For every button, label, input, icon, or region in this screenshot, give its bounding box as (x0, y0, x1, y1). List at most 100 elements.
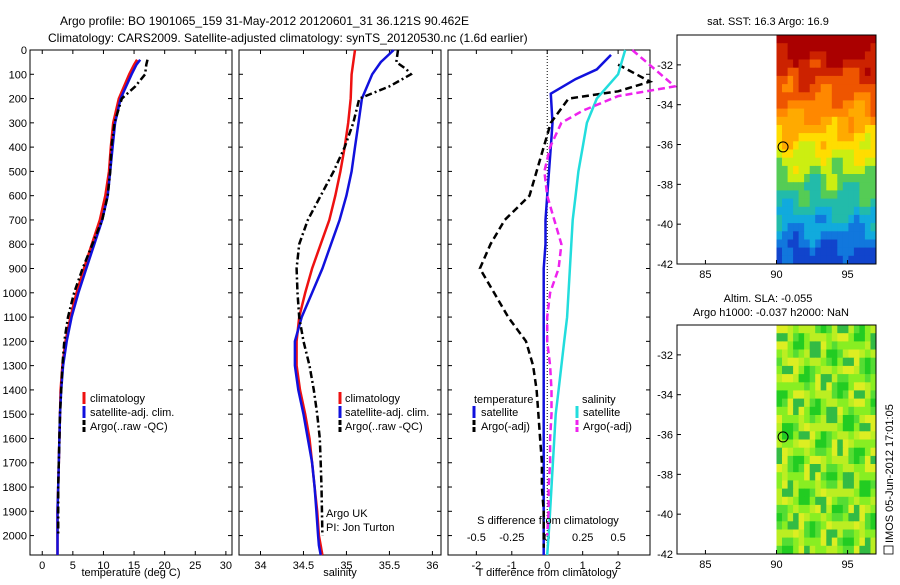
map-cell (842, 84, 849, 93)
map-cell (859, 206, 866, 216)
map-cell (809, 447, 816, 457)
y-tick-label: 1100 (3, 312, 27, 324)
map-cell (837, 75, 844, 85)
s-tick-label: -0.25 (499, 532, 524, 544)
map-cell (864, 247, 871, 257)
x-tick-label: 10 (97, 560, 109, 572)
temperature-xlabel: temperature (deg C) (81, 567, 180, 579)
map-cell (809, 431, 816, 440)
map-cell (782, 223, 788, 232)
map-cell (793, 92, 800, 101)
map-cell (859, 374, 866, 383)
map-cell (870, 488, 877, 498)
map-cell (837, 174, 844, 183)
map-cell (809, 149, 816, 159)
map-cell (776, 464, 783, 473)
map-cell (870, 537, 877, 547)
map-cell (815, 231, 822, 240)
map-cell (870, 35, 877, 44)
map-cell (826, 35, 833, 44)
map-cell (776, 75, 783, 85)
map-cell (831, 198, 838, 208)
map-cell (864, 92, 871, 101)
map-cell (859, 529, 866, 539)
map-cell (798, 365, 805, 375)
map-cell (870, 496, 877, 506)
map-cell (809, 231, 816, 240)
map-cell (837, 382, 844, 391)
map-cell (848, 255, 855, 265)
map-cell (776, 116, 783, 126)
map-cell (831, 92, 838, 101)
map-cell (809, 529, 816, 539)
map-cell (820, 423, 827, 432)
map-cell (848, 545, 855, 555)
map-cell (820, 206, 827, 216)
map-cell (870, 84, 877, 93)
map-cell (842, 100, 849, 110)
map-cell (859, 390, 866, 400)
map-cell (870, 157, 877, 167)
map-cell (782, 125, 788, 134)
map-cell (853, 239, 860, 249)
map-cell (859, 406, 866, 416)
map-cell (831, 398, 838, 408)
map-cell (809, 84, 816, 93)
map-cell (826, 100, 833, 110)
map-cell (776, 190, 783, 200)
map-cell (787, 349, 794, 359)
map-cell (842, 43, 849, 52)
legend-label: satellite (583, 407, 620, 419)
map-cell (820, 406, 827, 416)
map-cell (776, 141, 783, 150)
map-cell (820, 165, 827, 175)
map-cell (787, 464, 794, 473)
map-cell (809, 125, 816, 134)
map-cell (793, 59, 800, 69)
map-cell (793, 149, 800, 159)
map-cell (864, 182, 871, 191)
map-cell (870, 43, 877, 52)
map-cell (853, 390, 860, 400)
map-cell (831, 223, 838, 232)
map-cell (826, 108, 833, 118)
map-cell (782, 100, 788, 110)
map-cell (837, 357, 844, 367)
map-cell (809, 496, 816, 506)
map-cell (793, 415, 800, 424)
map-cell (787, 447, 794, 457)
map-cell (793, 488, 800, 498)
map-cell (776, 239, 783, 249)
map-cell (820, 447, 827, 457)
map-cell (870, 455, 877, 465)
map-cell (787, 488, 794, 498)
map-cell (848, 92, 855, 101)
map-cell (782, 75, 788, 85)
map-cell (859, 423, 866, 432)
map-cell (809, 116, 816, 126)
y-tick-label: -32 (657, 60, 673, 72)
series-line-t-satellite (542, 54, 612, 555)
map-cell (782, 439, 788, 449)
map-cell (776, 431, 783, 440)
map-cell (848, 464, 855, 473)
map-cell (776, 513, 783, 522)
map-cell (842, 133, 849, 142)
map-cell (809, 374, 816, 383)
map-cell (793, 133, 800, 142)
x-tick-label: -1 (507, 560, 517, 572)
map-cell (804, 488, 811, 498)
map-cell (837, 529, 844, 539)
map-cell (809, 255, 816, 265)
map-cell (782, 59, 788, 69)
map-cell (793, 521, 800, 530)
map-cell (787, 472, 794, 481)
map-cell (793, 382, 800, 391)
map-cell (793, 439, 800, 449)
map-cell (776, 488, 783, 498)
map-cell (820, 59, 827, 69)
map-cell (776, 125, 783, 134)
map-cell (848, 415, 855, 424)
map-cell (859, 231, 866, 240)
map-cell (809, 165, 816, 175)
